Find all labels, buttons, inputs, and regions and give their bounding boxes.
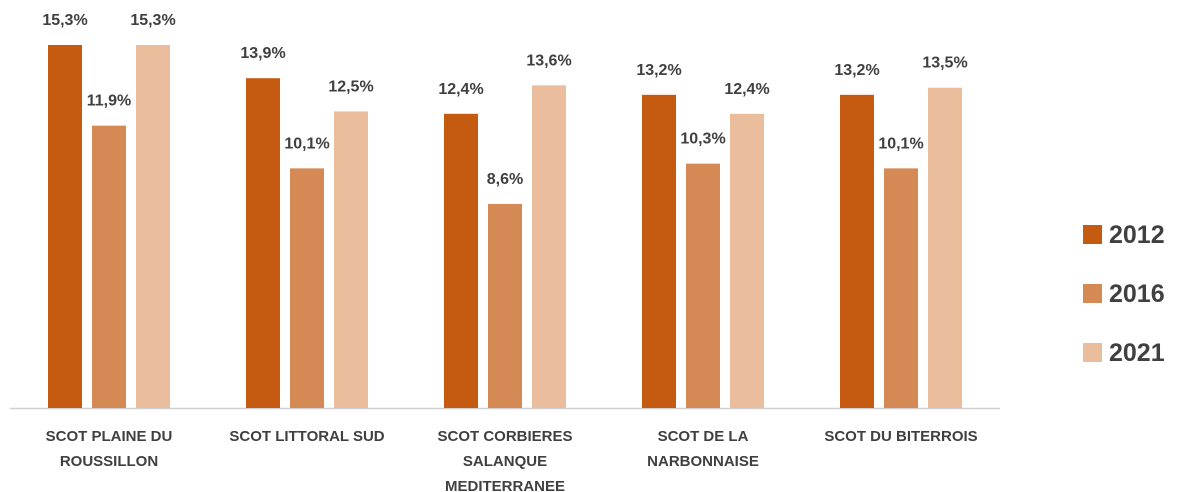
x-tick-label: SCOT CORBIERES SALANQUE MEDITERRANEE (437, 428, 573, 492)
data-label: 13,5% (922, 55, 967, 72)
data-label: 13,2% (636, 62, 681, 79)
data-label: 12,5% (328, 78, 373, 95)
bar (246, 78, 280, 408)
bar (642, 94, 676, 408)
bar (532, 85, 566, 408)
bar (444, 113, 478, 408)
x-tick-label: SCOT PLAINE DU ROUSSILLON (45, 428, 173, 470)
legend-swatch (1083, 225, 1102, 244)
legend-label: 2016 (1109, 280, 1165, 308)
data-label: 13,9% (240, 45, 285, 62)
bar (730, 113, 764, 408)
data-label: 11,9% (87, 93, 131, 110)
bar (488, 203, 522, 408)
legend-swatch (1083, 284, 1102, 303)
data-label: 15,3% (42, 12, 87, 29)
data-label: 8,6% (487, 171, 523, 188)
legend-label: 2012 (1109, 221, 1165, 249)
data-label: 13,6% (526, 52, 571, 69)
bar (92, 125, 126, 409)
bar (884, 168, 918, 408)
data-label: 15,3% (130, 12, 175, 29)
data-label: 12,4% (724, 81, 769, 98)
bar (48, 45, 82, 408)
data-label: 10,3% (680, 131, 725, 148)
x-tick-label: SCOT LITTORAL SUD (229, 428, 385, 445)
data-label: 13,2% (834, 62, 879, 79)
legend-swatch (1083, 343, 1102, 362)
bar (334, 111, 368, 409)
bar (686, 163, 720, 408)
data-label: 10,1% (878, 135, 923, 152)
bar (928, 87, 962, 409)
bar (840, 94, 874, 408)
x-tick-label: SCOT DU BITERROIS (824, 428, 978, 445)
x-tick-label: SCOT DE LA NARBONNAISE (647, 428, 759, 470)
legend-label: 2021 (1109, 339, 1165, 367)
bar (136, 45, 170, 408)
data-label: 12,4% (438, 81, 483, 98)
bar (290, 168, 324, 408)
data-label: 10,1% (284, 135, 329, 152)
